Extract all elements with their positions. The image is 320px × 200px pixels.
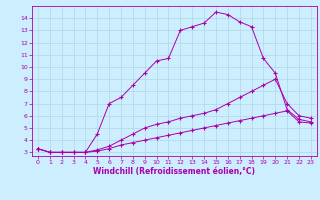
X-axis label: Windchill (Refroidissement éolien,°C): Windchill (Refroidissement éolien,°C): [93, 167, 255, 176]
